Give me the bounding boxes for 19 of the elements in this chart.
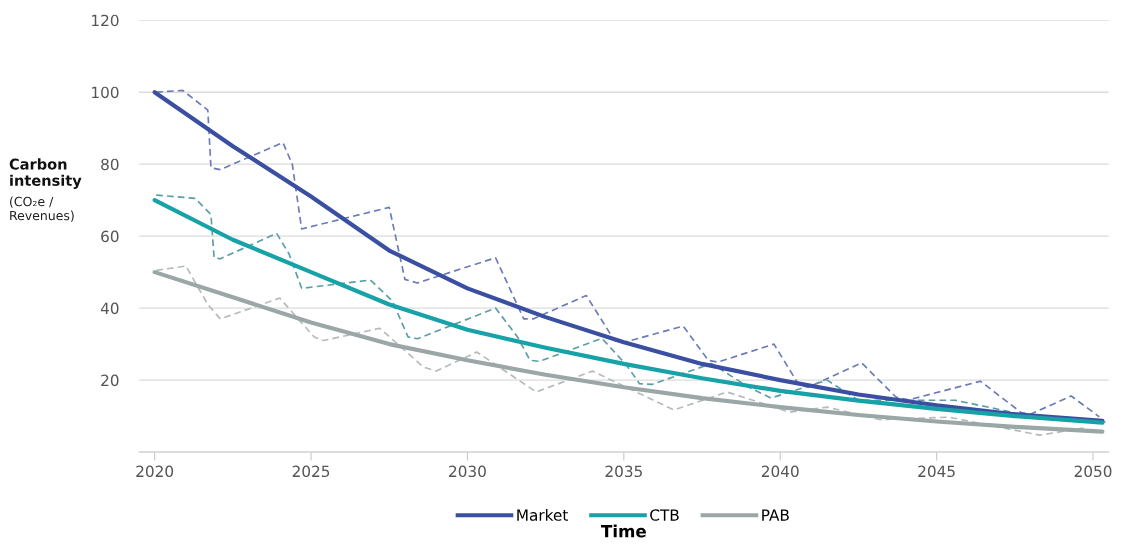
y-tick-label: 100 xyxy=(92,86,119,99)
x-tick-label: 2040 xyxy=(761,465,799,478)
y-tick-label: 120 xyxy=(92,14,119,27)
x-tick-label: 2035 xyxy=(605,465,642,478)
text: (CO₂e / Revenues) xyxy=(10,196,74,222)
y-tick-label: 80 xyxy=(101,158,119,171)
legend-label: PAB xyxy=(762,509,789,521)
x-axis-title: Time xyxy=(601,524,646,538)
legend-label: CTB xyxy=(650,509,679,521)
legend-label: Market xyxy=(517,509,568,521)
x-tick-label: 2025 xyxy=(292,465,330,478)
y-tick-label: 20 xyxy=(101,374,119,387)
x-tick-label: 2050 xyxy=(1074,465,1112,478)
y-tick-label: 40 xyxy=(100,302,119,315)
x-tick-label: 2045 xyxy=(918,465,955,478)
y-tick-label: 60 xyxy=(101,230,119,243)
y-axis-title: Carbon intensity xyxy=(9,158,82,189)
x-tick-label: 2020 xyxy=(136,465,174,478)
x-tick-label: 2030 xyxy=(449,465,486,478)
